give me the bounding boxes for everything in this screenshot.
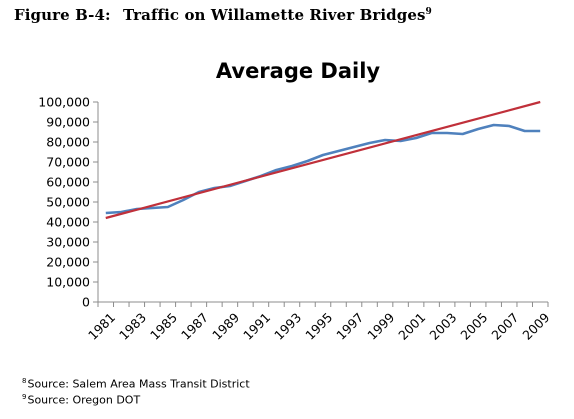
x-tick-label: 1993 xyxy=(271,310,304,343)
plot-series xyxy=(105,100,541,220)
y-tick-label: 30,000 xyxy=(46,235,90,250)
trend-line xyxy=(105,100,541,220)
y-tick-label: 70,000 xyxy=(46,155,90,170)
y-tick-label: 0 xyxy=(82,295,90,310)
chart: Average Daily 0 10,000 20,000 30,000 40,000 5… xyxy=(38,59,553,343)
x-tick-label: 1987 xyxy=(178,310,211,343)
x-tick-label: 1991 xyxy=(240,310,273,343)
y-tick-label: 80,000 xyxy=(46,135,90,150)
figure-title: Traffic on Willamette River Bridges xyxy=(123,6,426,24)
series-line-traffic xyxy=(105,123,541,215)
chart-title: Average Daily xyxy=(216,59,381,83)
figure-footnote-mark: 9 xyxy=(425,7,432,17)
y-tick-label: 50,000 xyxy=(46,195,90,210)
footnote-1-text: Source: Salem Area Mass Transit District xyxy=(27,377,250,391)
y-tick-label: 90,000 xyxy=(46,115,90,130)
footnote-2-text: Source: Oregon DOT xyxy=(27,393,141,407)
x-tick-label: 1997 xyxy=(333,310,366,343)
figure-label: Figure B-4: xyxy=(14,6,111,24)
x-tick-label: 1985 xyxy=(147,310,180,343)
y-axis: 0 10,000 20,000 30,000 40,000 50,000 60,000 70,… xyxy=(38,95,99,310)
x-tick-label: 1999 xyxy=(364,310,397,343)
x-tick-label: 2005 xyxy=(457,310,490,343)
y-tick-label: 60,000 xyxy=(46,175,90,190)
x-tick-label: 1983 xyxy=(116,310,149,343)
x-tick-label: 2001 xyxy=(395,310,428,343)
figure-heading: Figure B-4: Traffic on Willamette River … xyxy=(14,6,432,24)
y-tick-label: 10,000 xyxy=(46,275,90,290)
y-tick-label: 40,000 xyxy=(46,215,90,230)
x-axis: 1981198319851987198919911993199519971999… xyxy=(85,301,553,343)
x-tick-label: 1995 xyxy=(302,310,335,343)
footnote-2-mark: 9 xyxy=(22,393,27,401)
x-tick-label: 2009 xyxy=(519,310,552,343)
footnote-1-mark: 8 xyxy=(22,377,27,385)
footnote-2: 9Source: Oregon DOT xyxy=(22,393,140,407)
x-tick-label: 2007 xyxy=(488,310,521,343)
x-tick-label: 2003 xyxy=(426,310,459,343)
y-tick-label: 100,000 xyxy=(38,95,90,110)
y-tick-label: 20,000 xyxy=(46,255,90,270)
x-tick-label: 1981 xyxy=(85,310,118,343)
footnote-1: 8Source: Salem Area Mass Transit Distric… xyxy=(22,377,250,391)
x-tick-label: 1989 xyxy=(209,310,242,343)
